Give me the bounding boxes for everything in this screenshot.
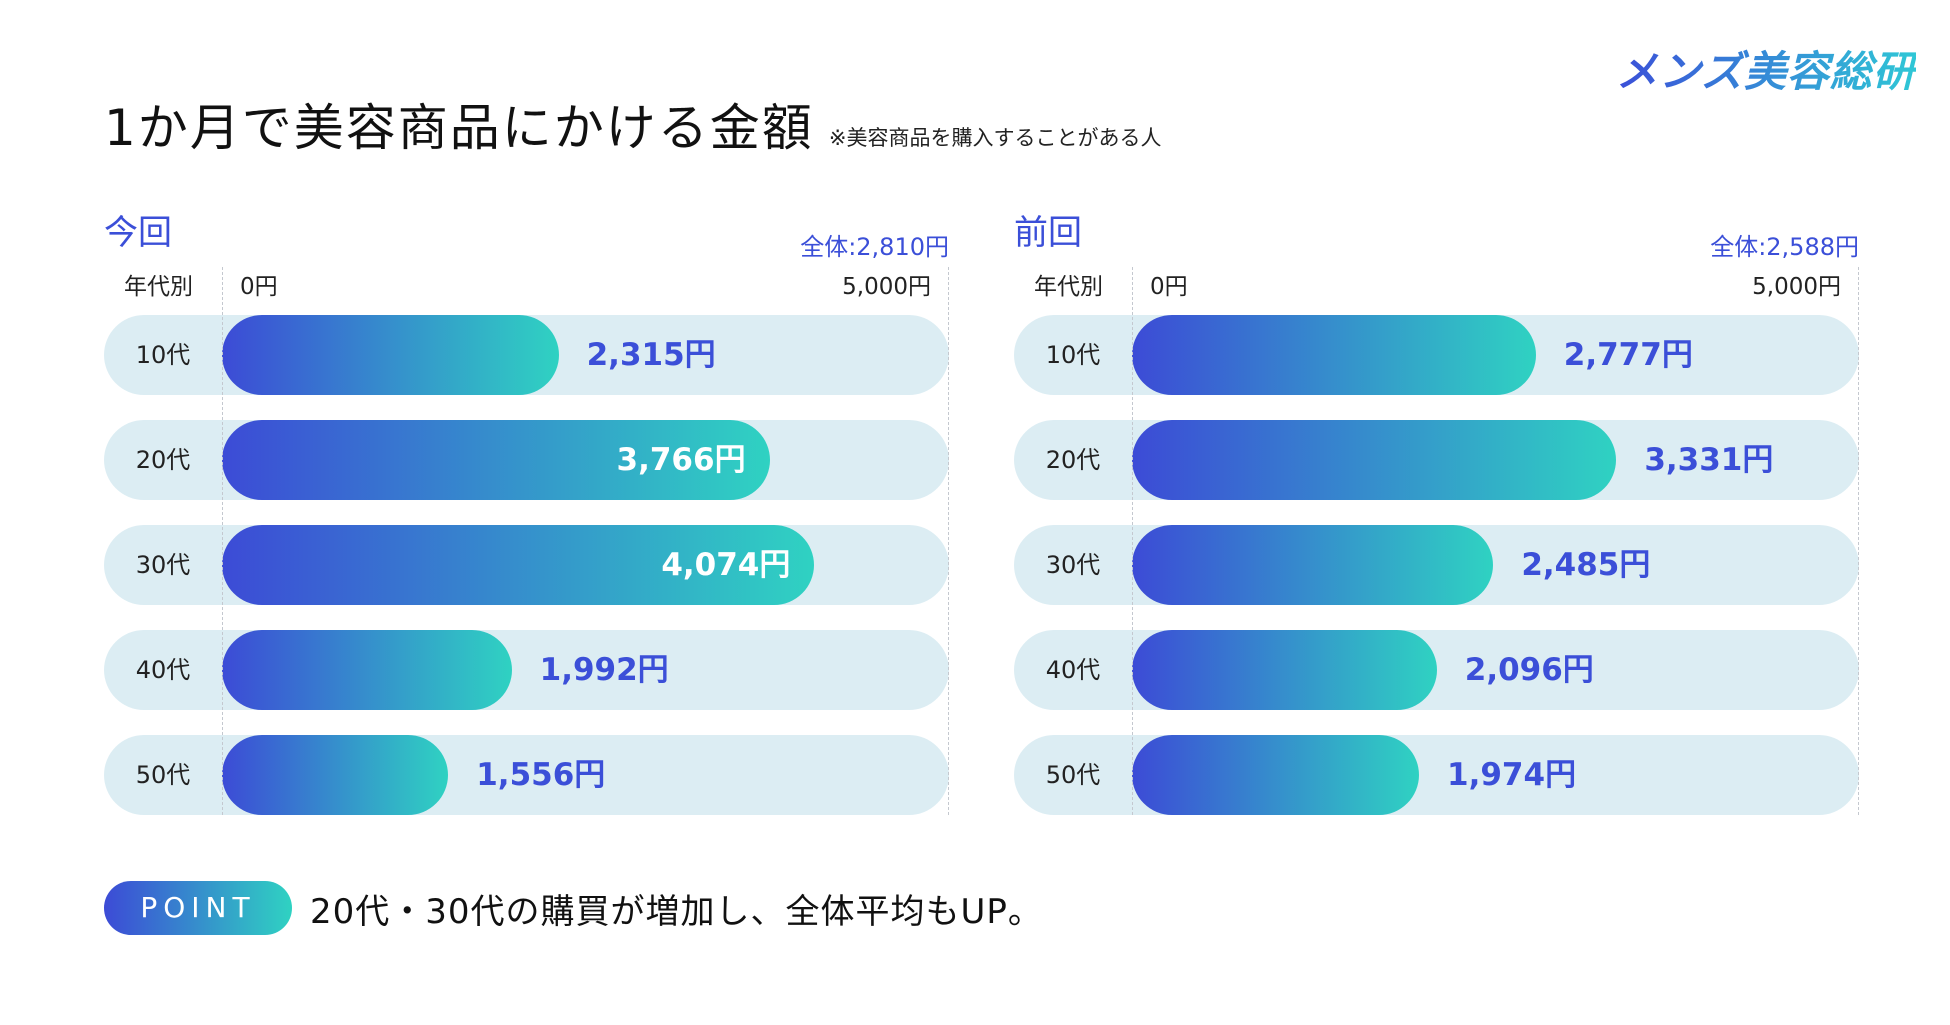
- bar-value-label: 2,096円: [1464, 652, 1594, 688]
- bar: [222, 630, 512, 710]
- category-label: 40代: [1045, 656, 1101, 684]
- bar-row: 40代 1,992円: [104, 630, 949, 710]
- panel-title: 前回: [1014, 213, 1082, 253]
- bar-row: 10代 2,315円: [104, 315, 949, 395]
- bar-value-label: 1,974円: [1447, 757, 1577, 793]
- bar-row: 20代 3,331円: [1014, 420, 1859, 500]
- bar-value-label: 1,992円: [539, 652, 669, 688]
- axis-max-label: 5,000円: [1752, 274, 1841, 300]
- zero-guide-line: [1132, 267, 1133, 815]
- max-guide-line: [948, 267, 949, 815]
- axis-min-label: 0円: [240, 274, 278, 300]
- bar: [1132, 420, 1617, 500]
- bar-row: 30代 2,485円: [1014, 525, 1859, 605]
- bar: [1132, 630, 1437, 710]
- bar-value-label: 3,766円: [616, 442, 746, 478]
- bar-row: 50代 1,974円: [1014, 735, 1859, 815]
- point-text: 20代・30代の購買が増加し、全体平均もUP。: [310, 892, 1043, 932]
- panel-total: 全体:2,588円: [1710, 233, 1859, 261]
- bar-row: 50代 1,556円: [104, 735, 949, 815]
- panel-total: 全体:2,810円: [800, 233, 949, 261]
- chart-panel-current: 今回 全体:2,810円 年代別 0円 5,000円 10代 2,315円 20代 3…: [104, 205, 949, 825]
- category-label: 40代: [135, 656, 191, 684]
- chart-panel-previous: 前回 全体:2,588円 年代別 0円 5,000円 10代 2,777円 20代 3…: [1014, 205, 1859, 825]
- bar: [222, 420, 770, 500]
- category-label: 30代: [135, 551, 191, 579]
- bar-value-label: 2,777円: [1563, 337, 1693, 373]
- bar: [222, 525, 815, 605]
- bar: [1132, 525, 1494, 605]
- page-title: 1か月で美容商品にかける金額: [104, 99, 814, 157]
- bar-value-label: 2,315円: [586, 337, 716, 373]
- bar-value-label: 2,485円: [1521, 547, 1651, 583]
- panel-title: 今回: [104, 213, 172, 253]
- max-guide-line: [1858, 267, 1859, 815]
- bar-row: 10代 2,777円: [1014, 315, 1859, 395]
- brand-logo: メンズ美容総研: [1616, 38, 1916, 99]
- bar: [222, 735, 449, 815]
- bar-row: 40代 2,096円: [1014, 630, 1859, 710]
- category-label: 10代: [135, 341, 191, 369]
- category-label: 50代: [135, 761, 191, 789]
- category-label: 10代: [1045, 341, 1101, 369]
- bar: [222, 315, 559, 395]
- bar-value-label: 1,556円: [476, 757, 606, 793]
- category-label: 20代: [135, 446, 191, 474]
- axis-min-label: 0円: [1150, 274, 1188, 300]
- title-block: 1か月で美容商品にかける金額 ※美容商品を購入することがある人: [104, 88, 1162, 160]
- zero-guide-line: [222, 267, 223, 815]
- bar-row: 30代 4,074円: [104, 525, 949, 605]
- axis-max-label: 5,000円: [842, 274, 931, 300]
- bar: [1132, 315, 1536, 395]
- bar-row: 20代 3,766円: [104, 420, 949, 500]
- title-note: ※美容商品を購入することがある人: [828, 126, 1162, 150]
- age-header: 年代別: [124, 274, 193, 300]
- category-label: 20代: [1045, 446, 1101, 474]
- point-badge: POINT: [104, 881, 292, 935]
- bar-value-label: 3,331円: [1644, 442, 1774, 478]
- category-label: 50代: [1045, 761, 1101, 789]
- age-header: 年代別: [1034, 274, 1103, 300]
- bar: [1132, 735, 1420, 815]
- category-label: 30代: [1045, 551, 1101, 579]
- bar-value-label: 4,074円: [661, 547, 791, 583]
